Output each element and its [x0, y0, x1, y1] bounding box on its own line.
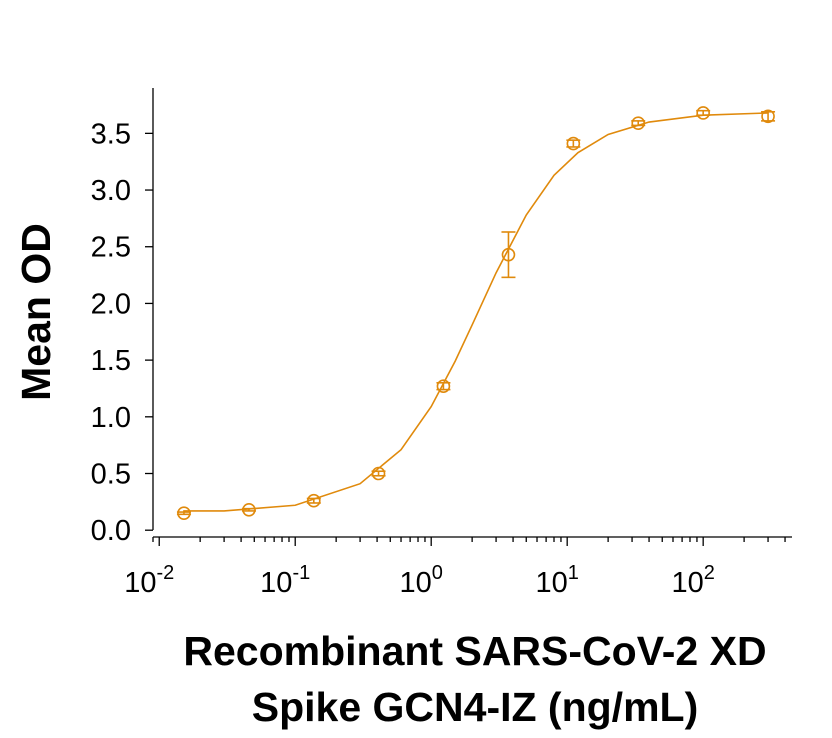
y-tick-label: 0.0 [91, 515, 131, 547]
data-point [696, 106, 710, 120]
data-point [436, 379, 451, 393]
data-point [501, 247, 516, 262]
x-tick-label: 10-2 [124, 562, 174, 599]
x-tick-base: 10 [124, 567, 156, 599]
data-point [566, 136, 581, 151]
x-tick-base: 10 [671, 567, 703, 599]
fit-curve [183, 112, 769, 512]
x-tick-exponent: -2 [156, 562, 174, 584]
x-axis-title: Recombinant SARS-CoV-2 XD [183, 628, 766, 674]
x-tick-base: 10 [535, 567, 567, 599]
data-point [242, 502, 256, 517]
x-tick-label: 100 [400, 562, 443, 599]
y-axis-title: Mean OD [13, 223, 59, 401]
x-tick-label: 102 [671, 562, 714, 599]
x-tick-exponent: 0 [432, 562, 443, 584]
x-axis-title: Spike GCN4-IZ (ng/mL) [252, 684, 698, 730]
x-tick-exponent: -1 [292, 562, 310, 584]
x-tick-base: 10 [400, 567, 432, 599]
x-tick-base: 10 [260, 567, 292, 599]
y-tick-label: 2.5 [91, 232, 131, 264]
data-point [761, 109, 775, 124]
x-tick-exponent: 1 [568, 562, 579, 584]
x-tick-exponent: 2 [704, 562, 715, 584]
y-tick-label: 3.0 [91, 175, 131, 207]
data-point [307, 493, 321, 508]
y-tick-label: 2.0 [91, 288, 131, 320]
x-tick-label: 101 [535, 562, 578, 599]
y-tick-label: 0.5 [91, 459, 131, 491]
data-point [371, 466, 386, 481]
data-point [177, 506, 191, 520]
y-tick-label: 1.5 [91, 345, 131, 377]
y-tick-label: 3.5 [91, 118, 131, 150]
y-tick-label: 1.0 [91, 402, 131, 434]
data-point [631, 116, 646, 130]
x-tick-label: 10-1 [260, 562, 310, 599]
